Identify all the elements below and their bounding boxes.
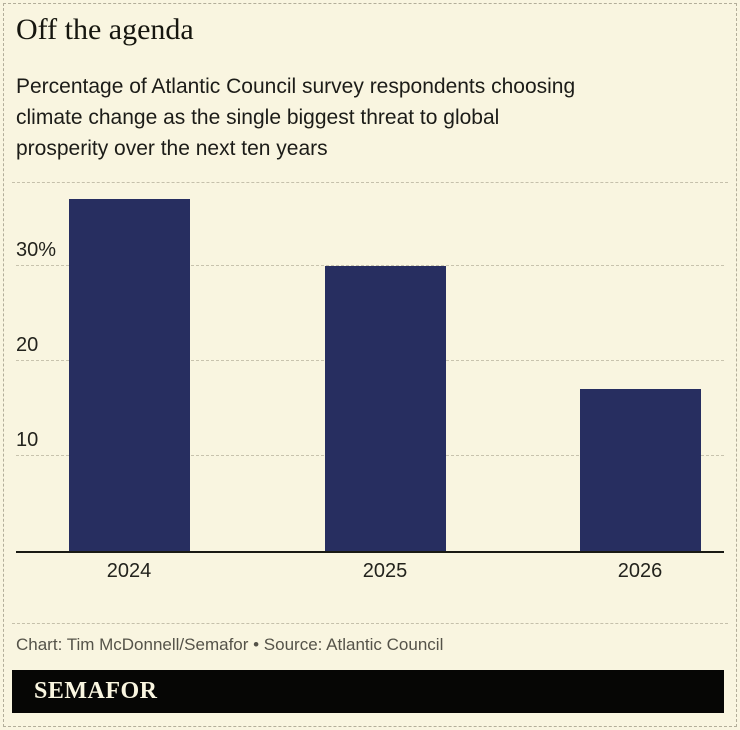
chart-subtitle-line: Percentage of Atlantic Council survey re… [16,75,576,98]
chart-subtitle-line: prosperity over the next ten years [16,137,328,160]
y-tick-label: 10 [16,428,39,451]
plot-area: 10 20 30% [16,183,724,553]
semafor-logo-bar: SEMAFOR [12,670,724,713]
header-separator [12,182,728,183]
gridline-30 [16,264,724,266]
chart-subtitle-line: climate change as the single biggest thr… [16,106,500,129]
chart-title: Off the agenda [16,13,194,46]
x-tick-label: 2025 [362,560,408,582]
footer-separator [12,623,728,624]
bar-2025 [324,265,446,551]
semafor-logo: SEMAFOR [34,678,158,704]
bar-2024 [68,199,190,551]
bar-2026 [579,389,701,551]
x-tick-label: 2024 [106,560,152,582]
x-tick-label: 2026 [617,560,663,582]
credit-line: Chart: Tim McDonnell/Semafor • Source: A… [16,635,444,654]
chart-subtitle: Percentage of Atlantic Council survey re… [16,71,716,164]
x-axis-labels: 2024 2025 2026 [16,559,724,585]
x-axis-line [16,551,724,553]
y-tick-label: 20 [16,333,39,356]
y-tick-label: 30% [16,238,57,261]
